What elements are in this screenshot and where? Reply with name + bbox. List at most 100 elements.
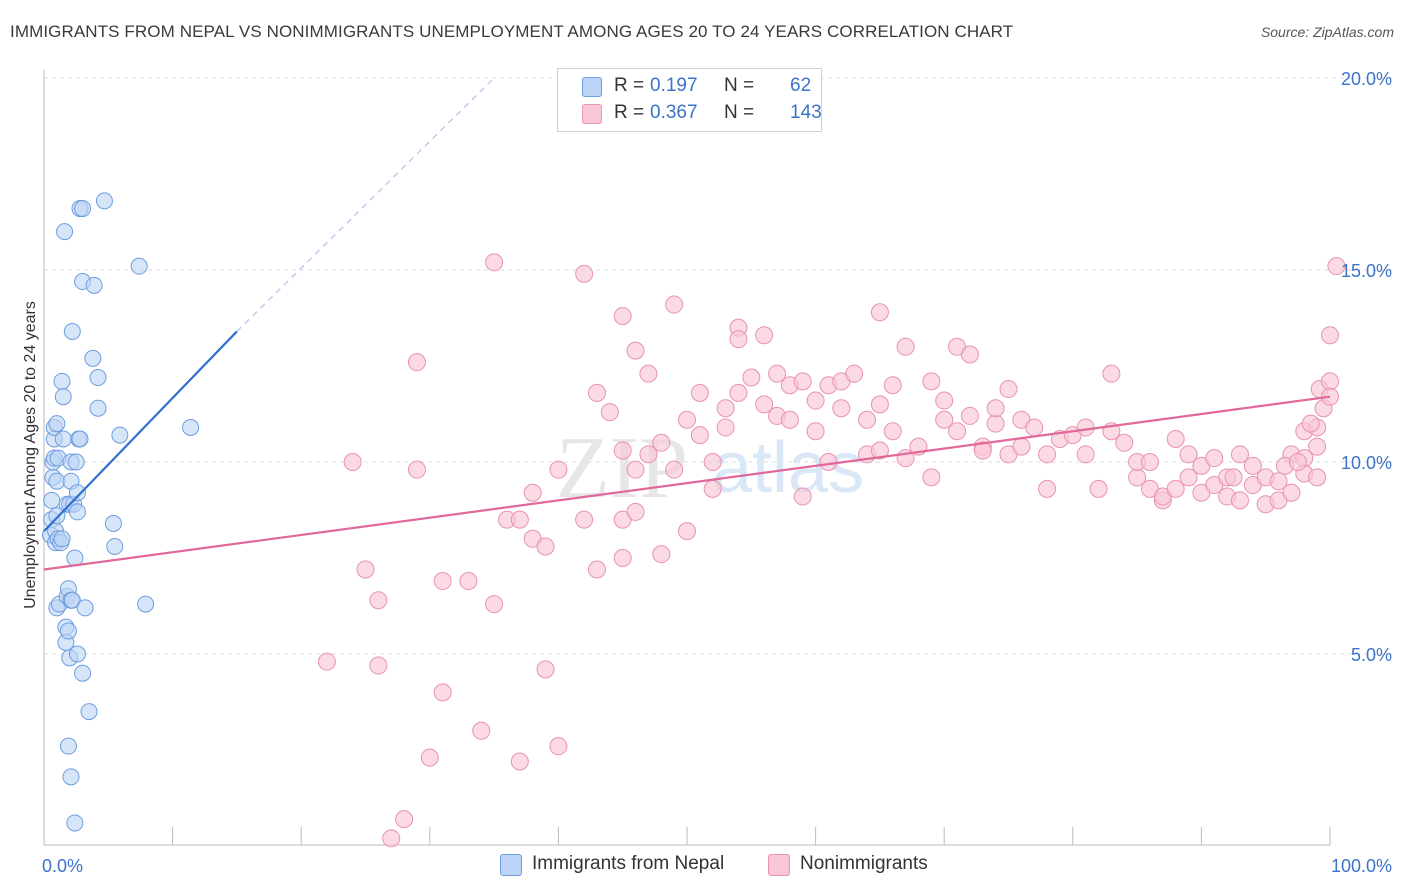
nepal-point — [48, 507, 66, 525]
nonimmigrants-point — [806, 422, 825, 441]
nonimmigrants-point — [832, 399, 851, 418]
nonimmigrants-point — [678, 522, 696, 541]
nonimmigrants-point — [1321, 326, 1339, 345]
nonimmigrants-point — [613, 307, 632, 326]
nonimmigrants-point — [793, 487, 812, 506]
nonimmigrants-point — [639, 364, 658, 383]
nepal-point — [137, 595, 155, 613]
nepal-point — [89, 399, 107, 417]
nepal-point — [53, 530, 71, 548]
nepal-point — [59, 737, 77, 755]
nonimmigrants-point — [613, 549, 632, 567]
nepal-point — [62, 768, 80, 786]
nonimmigrants-point — [652, 545, 671, 564]
nonimmigrants-point — [1269, 472, 1288, 491]
nonimmigrants-point — [1140, 453, 1159, 471]
x-tick-label: 0.0% — [42, 856, 83, 876]
nepal-point — [63, 591, 81, 609]
nepal-point — [106, 537, 124, 555]
nepal-point — [182, 418, 200, 436]
nonimmigrants-point — [1179, 468, 1198, 487]
nonimmigrants-point — [1321, 372, 1339, 391]
nonimmigrants-point — [986, 399, 1005, 418]
r-value: 0.197 — [650, 75, 698, 96]
nonimmigrants-point — [1308, 468, 1327, 487]
nonimmigrants-point — [356, 560, 375, 579]
nonimmigrants-point — [459, 572, 478, 591]
trend-lines — [43, 77, 1331, 571]
nonimmigrants-point — [1038, 445, 1057, 464]
legend-swatch-pink — [582, 104, 602, 124]
legend-label-nonimmigrants: Nonimmigrants — [800, 853, 928, 874]
nonimmigrants-point — [870, 441, 889, 460]
nonimmigrants-point — [549, 737, 568, 756]
nepal-point — [130, 257, 148, 275]
nepal-point — [67, 453, 85, 471]
legend-swatch-blue — [582, 77, 602, 97]
nonimmigrants-point — [1076, 418, 1095, 437]
y-axis-label: Unemployment Among Ages 20 to 24 years — [22, 301, 39, 609]
nonimmigrants-point — [845, 364, 864, 383]
nonimmigrants-point — [806, 391, 825, 410]
nonimmigrants-point — [587, 560, 606, 579]
nonimmigrants-point — [678, 410, 696, 429]
nonimmigrants-point — [472, 721, 491, 740]
nonimmigrants-point — [665, 460, 684, 479]
nonimmigrants-point — [407, 353, 426, 372]
y-tick-label: 5.0% — [1351, 645, 1392, 665]
nonimmigrants-point — [575, 510, 594, 529]
nonimmigrants-point — [768, 364, 787, 383]
y-tick-label: 20.0% — [1341, 69, 1392, 89]
nonimmigrants-point — [1243, 456, 1262, 475]
nonimmigrants-point — [600, 403, 619, 422]
nepal-point — [85, 276, 103, 294]
nonimmigrants-point — [395, 810, 414, 829]
nonimmigrants-point — [626, 502, 645, 521]
nonimmigrants-point — [665, 295, 684, 314]
nonimmigrants-point — [742, 368, 761, 387]
nonimmigrants-point — [922, 372, 941, 391]
nonimmigrants-point — [1224, 468, 1243, 487]
n-value: 62 — [790, 75, 812, 96]
nonimmigrants-point — [626, 341, 645, 360]
nonimmigrants-points — [317, 253, 1346, 848]
nepal-point — [54, 430, 72, 448]
nepal-point — [74, 664, 92, 682]
nonimmigrants-point — [986, 414, 1005, 433]
nepal-point — [68, 645, 86, 663]
nonimmigrants-point — [343, 453, 362, 471]
nonimmigrants-point — [523, 483, 542, 502]
nepal-point — [43, 491, 61, 509]
x-tick-label: 100.0% — [1331, 856, 1392, 876]
nonimmigrants-point — [960, 345, 979, 364]
nonimmigrants-point — [948, 422, 967, 441]
r-label: R = — [614, 102, 645, 123]
watermark-atlas: atlas — [712, 428, 864, 508]
nonimmigrants-point — [613, 441, 632, 460]
nonimmigrants-point — [1076, 445, 1095, 464]
nepal-point — [53, 372, 71, 390]
nepal-point — [66, 814, 84, 832]
nonimmigrants-point — [510, 752, 529, 771]
nonimmigrants-point — [703, 479, 722, 498]
chart-title: IMMIGRANTS FROM NEPAL VS NONIMMIGRANTS U… — [10, 22, 1014, 41]
axes — [43, 70, 1331, 846]
nonimmigrants-point — [433, 683, 452, 702]
nonimmigrants-trend-line — [43, 395, 1331, 571]
nonimmigrants-point — [1288, 453, 1307, 471]
nonimmigrants-point — [935, 391, 954, 410]
nepal-point — [84, 349, 102, 367]
nonimmigrants-point — [896, 337, 915, 356]
nonimmigrants-point — [652, 433, 671, 452]
nepal-point — [76, 599, 94, 617]
nepal-point — [71, 430, 89, 448]
nonimmigrants-point — [716, 418, 735, 437]
nonimmigrants-point — [755, 326, 774, 345]
y-tick-label: 15.0% — [1341, 261, 1392, 281]
nonimmigrants-point — [369, 656, 388, 675]
nepal-point — [89, 369, 107, 387]
nepal-point — [74, 200, 92, 218]
r-label: R = — [614, 75, 645, 96]
nonimmigrants-point — [1166, 429, 1185, 448]
nonimmigrants-point — [1308, 437, 1327, 456]
